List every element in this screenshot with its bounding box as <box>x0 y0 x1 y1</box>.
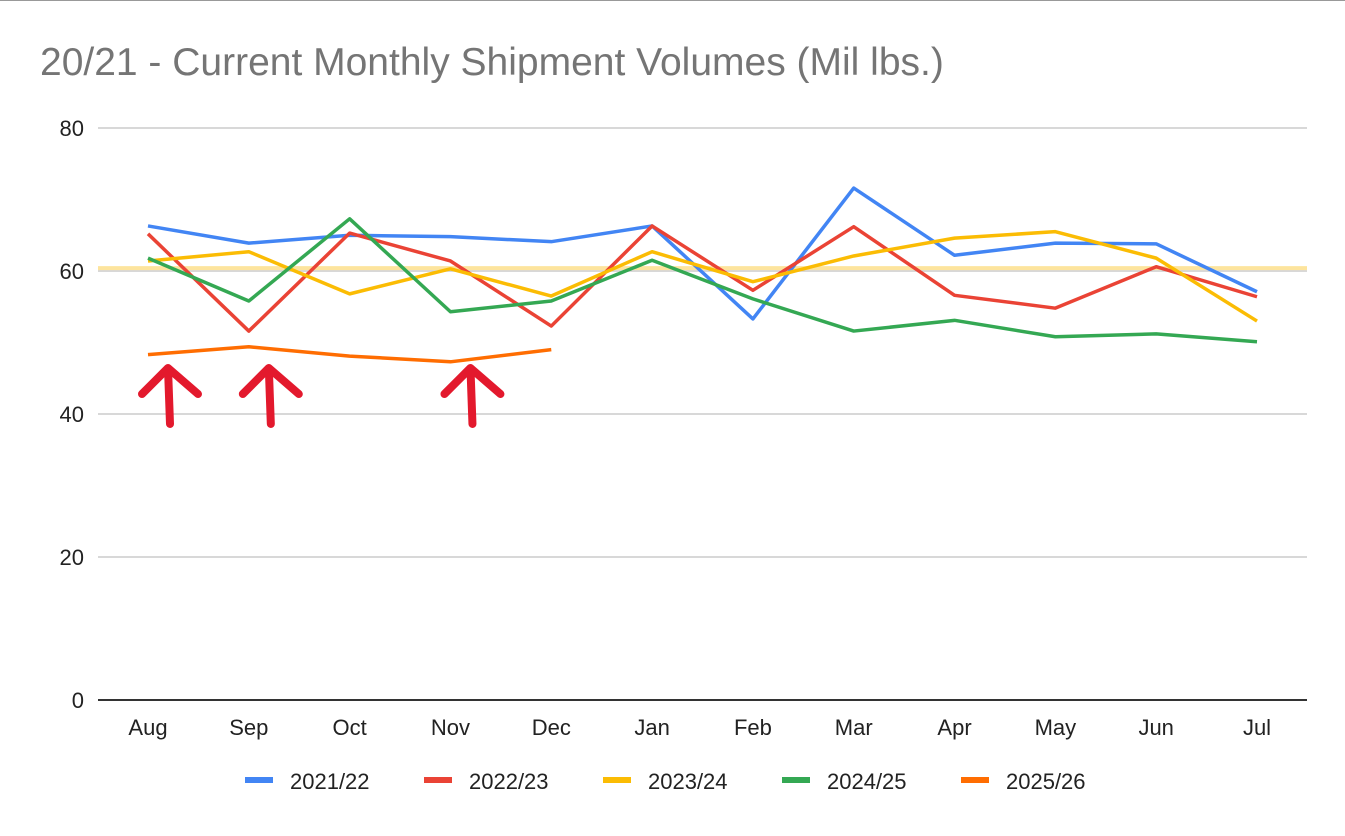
x-tick-label: Sep <box>229 715 268 740</box>
legend-swatch <box>245 777 273 783</box>
y-tick-label: 0 <box>72 688 84 713</box>
x-tick-label: Apr <box>937 715 971 740</box>
legend-label: 2021/22 <box>290 769 370 794</box>
x-tick-label: Jul <box>1243 715 1271 740</box>
arrow-up-icon <box>440 364 505 428</box>
x-tick-label: May <box>1035 715 1077 740</box>
y-tick-label: 20 <box>60 545 84 570</box>
series-line-2024-25 <box>147 217 1258 344</box>
x-tick-label: Feb <box>734 715 772 740</box>
x-tick-label: Jan <box>634 715 669 740</box>
legend-swatch <box>603 777 631 783</box>
x-tick-label: Mar <box>835 715 873 740</box>
legend-swatch <box>782 777 810 783</box>
legend-label: 2025/26 <box>1006 769 1086 794</box>
x-tick-label: Jun <box>1138 715 1173 740</box>
x-tick-label: Aug <box>128 715 167 740</box>
legend-label: 2022/23 <box>469 769 549 794</box>
chart-title: 20/21 - Current Monthly Shipment Volumes… <box>40 41 944 84</box>
series-line-2023-24 <box>147 229 1258 323</box>
legend-swatch <box>424 777 452 783</box>
arrow-up-icon <box>138 364 202 428</box>
x-tick-label: Dec <box>532 715 571 740</box>
legend-label: 2023/24 <box>648 769 728 794</box>
y-tick-label: 40 <box>60 402 84 427</box>
series-line-2022-23 <box>146 224 1258 333</box>
series-line-2025-26 <box>147 345 552 364</box>
y-tick-label: 60 <box>60 259 84 284</box>
legend-swatch <box>961 777 989 783</box>
series-line-2021-22 <box>147 186 1258 321</box>
x-tick-label: Oct <box>333 715 367 740</box>
y-tick-label: 80 <box>60 116 84 141</box>
legend-label: 2024/25 <box>827 769 907 794</box>
arrow-up-icon <box>238 364 303 428</box>
x-tick-label: Nov <box>431 715 470 740</box>
